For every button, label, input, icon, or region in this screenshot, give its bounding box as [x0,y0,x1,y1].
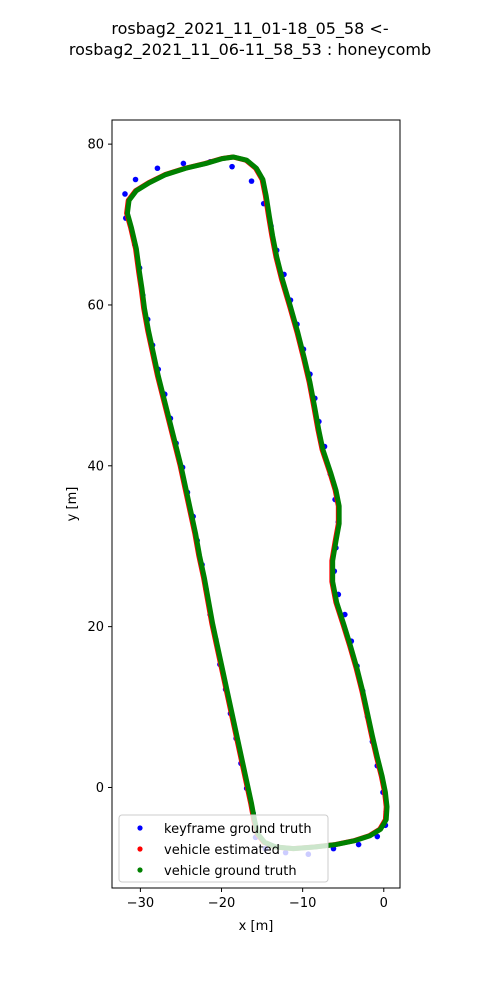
series-vehicle-estimated-line [124,154,389,852]
y-tick-label: 20 [87,620,104,635]
y-axis-label: y [m] [65,487,80,522]
y-tick-label: 0 [96,781,104,796]
y-axis: 0 20 40 60 80 [87,138,112,796]
keyframe-ground-truth-point [132,176,139,183]
legend-box [118,814,329,883]
keyframe-ground-truth-point [154,165,161,172]
legend: keyframe ground truth vehicle estimated … [118,814,329,883]
series-keyframe-ground-truth [122,159,390,858]
legend-label-vehicle-ground-truth: vehicle ground truth [164,864,297,879]
y-tick-label: 80 [87,138,104,153]
keyframe-ground-truth-point [248,178,255,184]
series-vehicle-ground-truth-line [124,154,390,852]
legend-marker-keyframe-ground-truth [137,825,143,831]
x-tick-label: −20 [208,896,235,911]
keyframe-ground-truth-point [374,833,381,840]
x-tick-label: −10 [289,896,316,911]
legend-marker-vehicle-ground-truth [137,867,143,873]
y-tick-label: 60 [87,298,104,313]
plot-area [122,154,390,858]
x-axis: −30 −20 −10 0 [127,888,388,911]
plot-frame [111,119,401,889]
chart-title-line-2: rosbag2_2021_11_06-11_58_53 : honeycomb [69,40,431,60]
keyframe-ground-truth-point [122,191,128,197]
x-tick-label: 0 [380,896,388,911]
chart-title-line-1: rosbag2_2021_11_01-18_05_58 <- [111,19,388,39]
legend-marker-vehicle-estimated [137,846,143,852]
legend-label-keyframe-ground-truth: keyframe ground truth [164,822,312,837]
keyframe-ground-truth-point [180,160,187,167]
keyframe-ground-truth-point [355,841,362,848]
keyframe-ground-truth-point [229,163,235,170]
legend-label-vehicle-estimated: vehicle estimated [164,843,280,858]
x-axis-label: x [m] [239,919,274,934]
x-tick-label: −30 [127,896,154,911]
y-tick-label: 40 [87,459,104,474]
